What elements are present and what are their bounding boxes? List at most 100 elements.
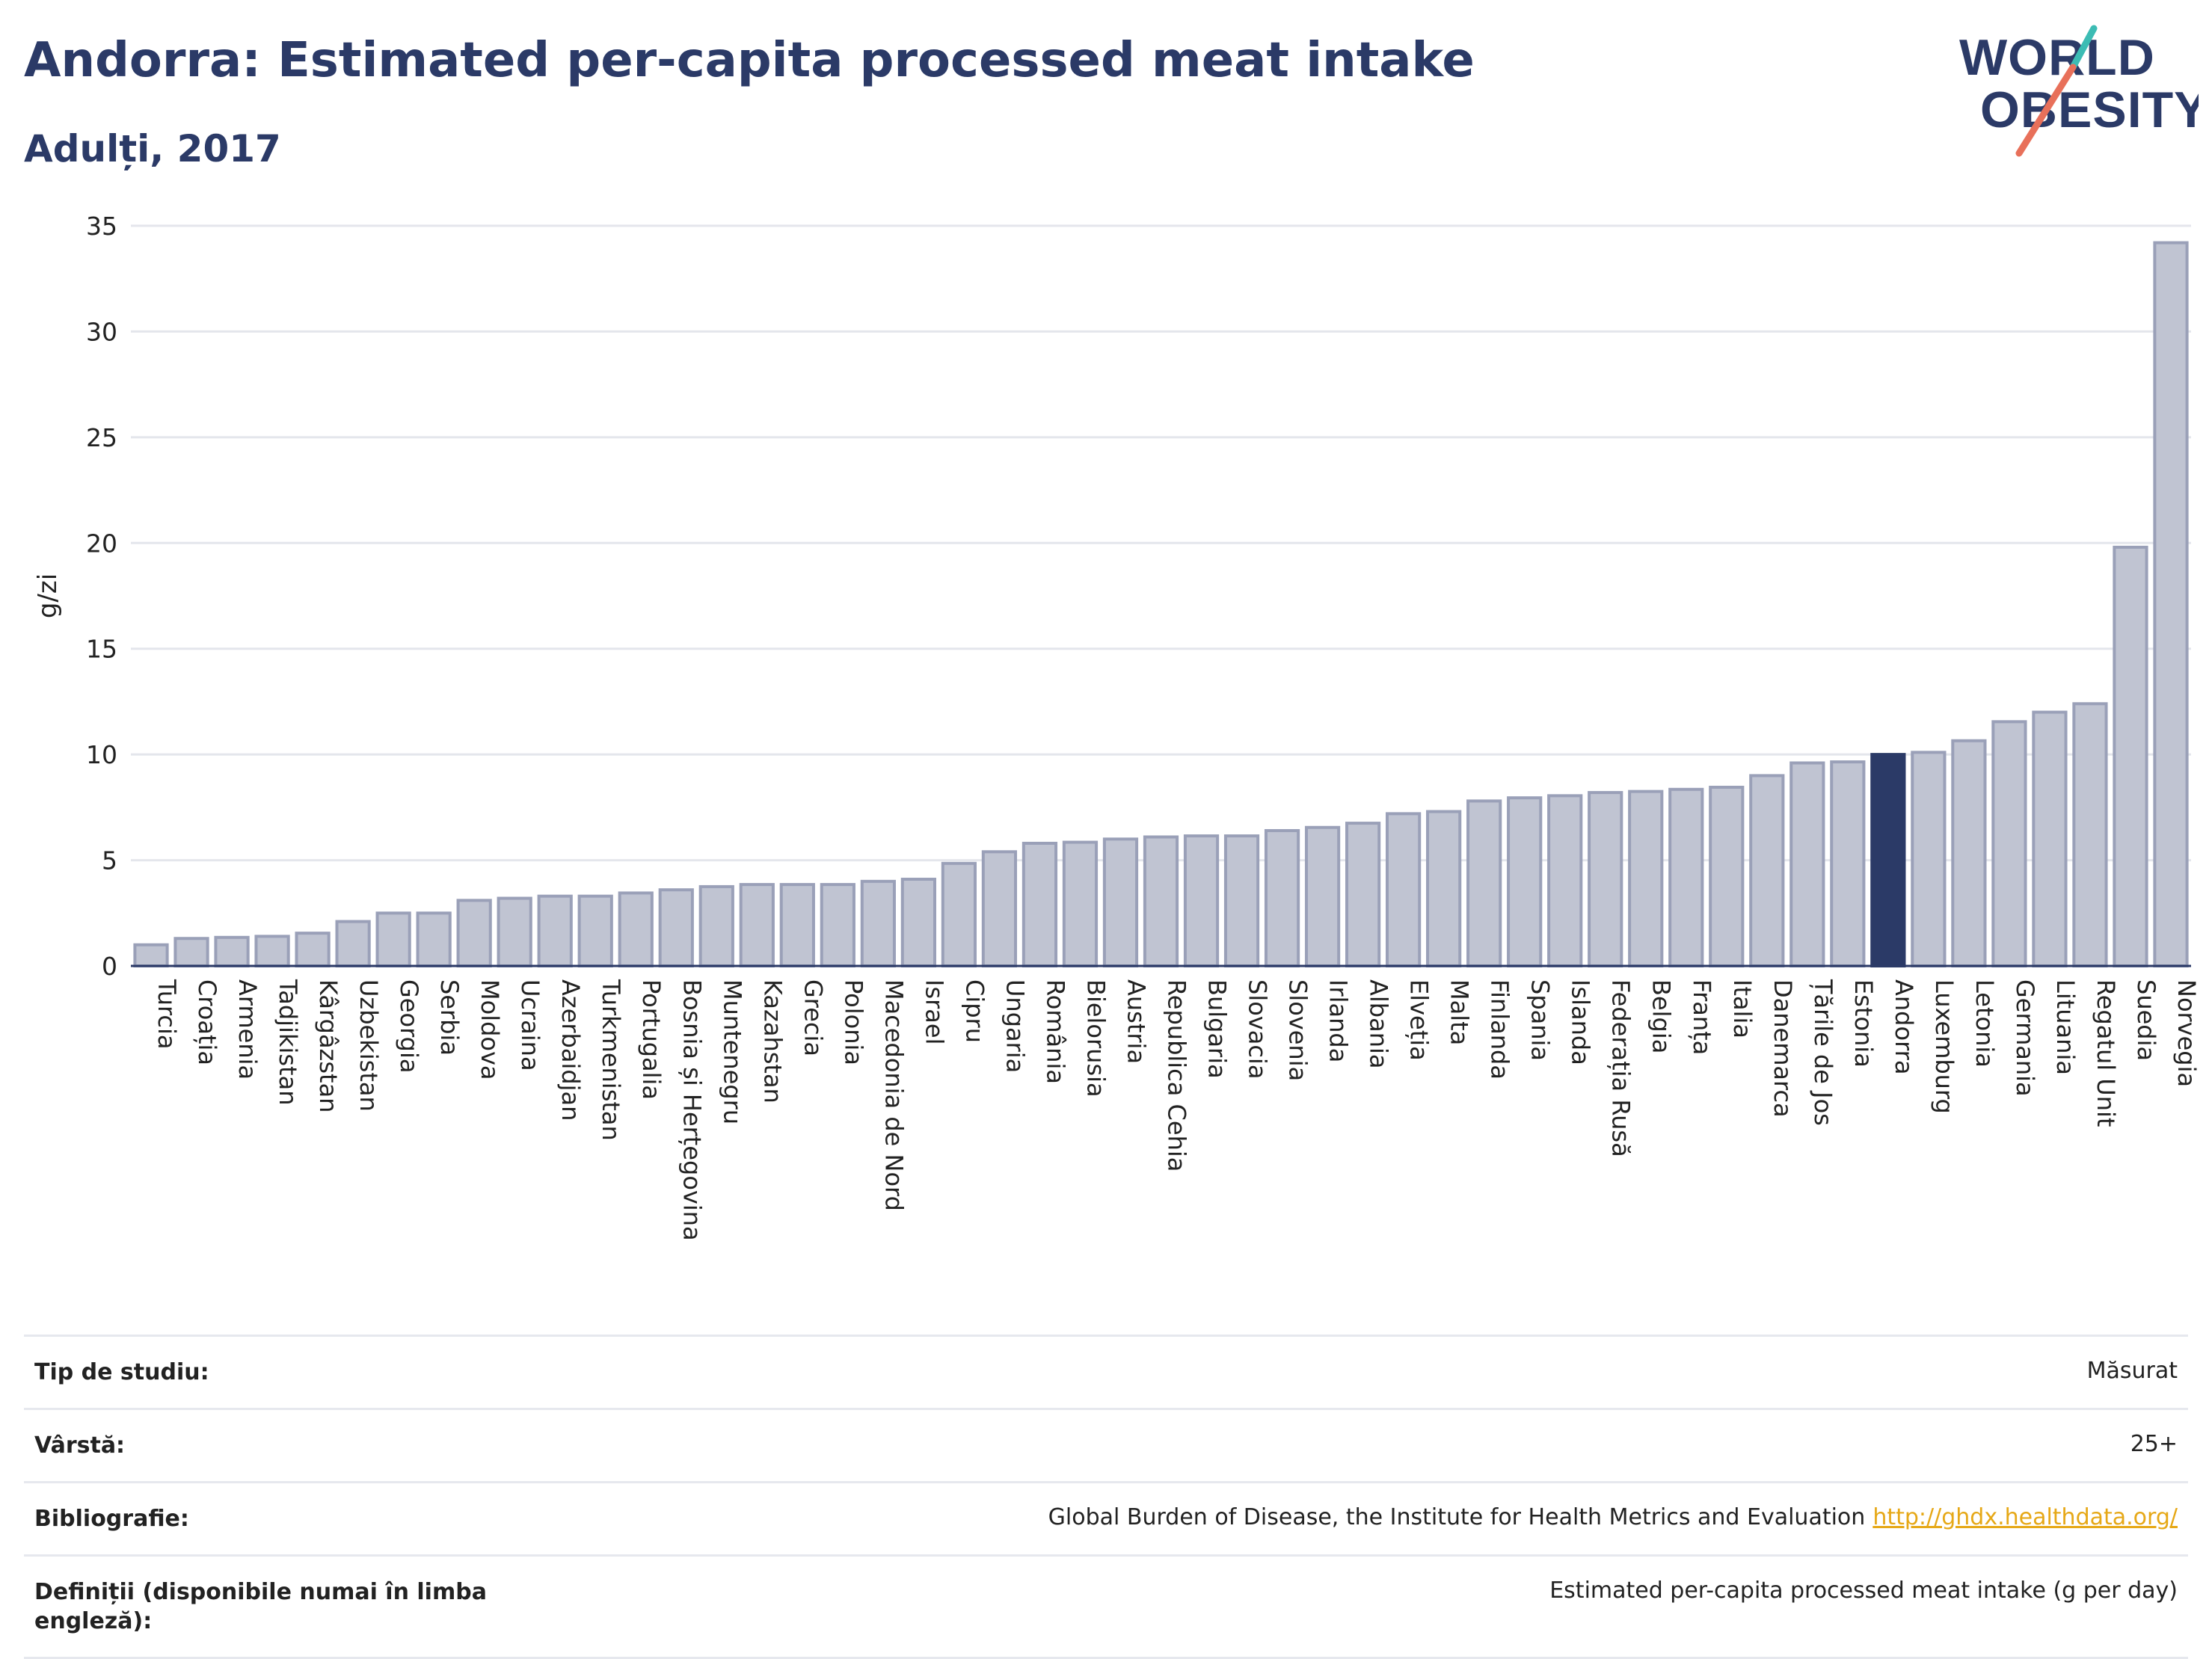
x-tick-label: Muntenegru <box>718 979 746 1124</box>
x-tick-label: Finlanda <box>1486 979 1514 1080</box>
y-tick-label: 30 <box>86 317 117 346</box>
bar-k-rg-zstan <box>295 932 331 967</box>
bar-suedia <box>2113 545 2148 967</box>
definitions-label: Definiții (disponibile numai în limba en… <box>34 1579 487 1634</box>
logo-slash-teal <box>2069 25 2098 71</box>
x-tick-label: Bielorusia <box>1081 979 1110 1098</box>
bar-spania <box>1507 796 1543 967</box>
x-tick-label: Tadjikistan <box>274 979 302 1105</box>
x-tick-label: Albania <box>1365 979 1393 1068</box>
x-tick-label: Israel <box>920 979 948 1044</box>
x-tick-label: Macedonia de Nord <box>879 979 908 1211</box>
x-tick-label: Regatul Unit <box>2092 979 2120 1127</box>
bibliography-label: Bibliografie: <box>34 1506 189 1532</box>
info-row-bibliography: Bibliografie: Global Burden of Disease, … <box>24 1481 2188 1554</box>
x-tick-label: Croația <box>193 979 221 1065</box>
bar-regatul-unit <box>2072 702 2108 967</box>
x-tick-label: Turcia <box>153 979 181 1050</box>
bar-slovacia <box>1223 834 1260 967</box>
x-tick-label: Irlanda <box>1324 979 1353 1062</box>
bar-italia <box>1709 785 1745 967</box>
bar-cipru <box>941 861 977 968</box>
logo-slash-coral <box>2015 64 2077 157</box>
bar-ucraina <box>497 896 532 967</box>
bar--rile-de-jos <box>1789 761 1825 967</box>
bar-moldova <box>456 899 492 968</box>
x-tick-label: Bosnia și Herțegovina <box>678 979 706 1241</box>
bar-turcia <box>133 943 169 967</box>
bar-armenia <box>214 935 250 968</box>
bar-bielorusia <box>1062 840 1099 967</box>
x-tick-label: Lituania <box>2051 979 2080 1075</box>
age-value: 25+ <box>2130 1431 2178 1457</box>
bar-bosnia-i-her-egovina <box>658 888 694 967</box>
bar-albania <box>1345 822 1381 967</box>
bar-belgia <box>1628 790 1664 967</box>
bar-germania <box>1991 720 2027 967</box>
bar-macedonia-de-nord <box>860 879 896 968</box>
bar-azerbaidjan <box>537 894 573 967</box>
bar-bulgaria <box>1183 834 1220 967</box>
x-tick-label: Ungaria <box>1001 979 1029 1073</box>
bar-ungaria <box>981 850 1018 968</box>
x-tick-label: Malta <box>1446 979 1474 1045</box>
bar-turkmenistan <box>577 894 613 967</box>
x-tick-label: Belgia <box>1647 979 1676 1053</box>
x-tick-label: Estonia <box>1849 979 1878 1068</box>
bar-norvegia <box>2153 241 2189 967</box>
x-tick-label: Luxemburg <box>1930 979 1958 1114</box>
x-tick-label: Italia <box>1728 979 1757 1038</box>
y-tick-label: 35 <box>86 212 117 241</box>
y-tick-label: 25 <box>86 423 117 452</box>
x-tick-label: Armenia <box>233 979 262 1080</box>
bar-austria <box>1102 837 1139 968</box>
bar-fran-a <box>1668 787 1704 968</box>
x-tick-label: Federația Rusă <box>1607 979 1635 1157</box>
world-obesity-logo[interactable]: WORLD OBESITY <box>1944 22 2199 164</box>
y-tick-label: 0 <box>102 952 117 981</box>
x-tick-label: Turkmenistan <box>597 979 625 1141</box>
x-tick-label: Serbia <box>435 979 464 1056</box>
bar-uzbekistan <box>335 920 371 967</box>
bar-letonia <box>1951 739 1987 967</box>
bar-rom-nia <box>1021 841 1058 968</box>
y-tick-label: 15 <box>86 635 117 664</box>
x-tick-label: Letonia <box>1970 979 1999 1068</box>
bar-republica-cehia <box>1143 835 1179 968</box>
info-table: Tip de studiu: Măsurat Vârstă: 25+ Bibli… <box>24 1335 2188 1659</box>
x-tick-label: Uzbekistan <box>354 979 383 1112</box>
x-tick-label: Bulgaria <box>1203 979 1232 1079</box>
x-tick-label: Ucraina <box>516 979 544 1071</box>
x-tick-label: Kârgâzstan <box>314 979 342 1112</box>
bar-chart: 0 5 10 15 20 25 30 35 g/zi Turcia Croația Armenia Ta… <box>33 212 2201 1241</box>
x-tick-label: Georgia <box>395 979 423 1073</box>
bar-portugalia <box>618 891 654 968</box>
bar-elve-ia <box>1386 812 1422 968</box>
bar-danemarca <box>1749 774 1785 968</box>
bar-georgia <box>375 911 411 968</box>
x-tick-label: Republica Cehia <box>1163 979 1191 1172</box>
x-tick-label: Moldova <box>476 979 504 1080</box>
x-tick-label: Portugalia <box>637 979 666 1100</box>
x-tick-label: Danemarca <box>1769 979 1797 1118</box>
bar-grecia <box>779 883 815 967</box>
info-row-definitions: Definiții (disponibile numai în limba en… <box>24 1554 2188 1659</box>
bar-estonia <box>1830 760 1866 967</box>
bar-kazahstan <box>739 883 775 967</box>
bar-muntenegru <box>698 884 734 968</box>
x-tick-label: Austria <box>1122 979 1150 1064</box>
bar-israel <box>900 878 936 967</box>
bar-andorra <box>1870 753 1906 968</box>
x-tick-label: România <box>1041 979 1069 1084</box>
x-tick-label: Slovenia <box>1284 979 1312 1081</box>
chart-title: Andorra: Estimated per-capita processed … <box>24 33 1475 88</box>
x-tick-label: Elveția <box>1405 979 1434 1061</box>
x-tick-label: Norvegia <box>2172 979 2201 1087</box>
x-tick-label: Franța <box>1688 979 1716 1055</box>
bibliography-link[interactable]: http://ghdx.healthdata.org/ <box>1872 1504 2178 1530</box>
study-type-label: Tip de studiu: <box>34 1359 209 1385</box>
definitions-value: Estimated per-capita processed meat inta… <box>1549 1578 2178 1604</box>
logo-line2: OBESITY <box>1980 81 2199 138</box>
bar-tadjikistan <box>254 935 290 968</box>
bar-luxemburg <box>1911 751 1947 967</box>
